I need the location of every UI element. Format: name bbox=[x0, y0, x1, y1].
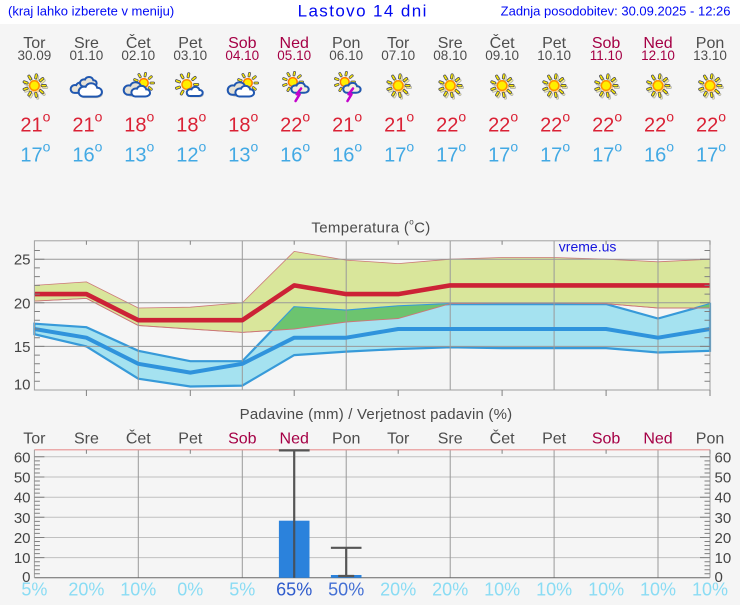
svg-text:Tor: Tor bbox=[387, 431, 410, 448]
svg-text:Pon: Pon bbox=[332, 431, 360, 448]
svg-text:vreme.us: vreme.us bbox=[559, 239, 617, 255]
svg-text:12.10: 12.10 bbox=[641, 48, 675, 63]
svg-text:05.10: 05.10 bbox=[277, 48, 311, 63]
svg-text:03.10: 03.10 bbox=[173, 48, 207, 63]
svg-text:30: 30 bbox=[715, 510, 732, 527]
svg-text:5%: 5% bbox=[229, 580, 255, 600]
svg-text:Padavine (mm) / Verjetnost pad: Padavine (mm) / Verjetnost padavin (%) bbox=[240, 406, 513, 423]
svg-text:0: 0 bbox=[22, 569, 30, 586]
svg-text:10.10: 10.10 bbox=[537, 48, 571, 63]
svg-text:Tor: Tor bbox=[23, 431, 46, 448]
svg-text:60: 60 bbox=[715, 449, 732, 466]
svg-text:13.10: 13.10 bbox=[693, 48, 727, 63]
svg-text:(kraj lahko izberete v meniju): (kraj lahko izberete v meniju) bbox=[8, 4, 174, 19]
svg-text:Pet: Pet bbox=[178, 35, 203, 52]
svg-text:Sre: Sre bbox=[438, 35, 463, 52]
svg-text:Pet: Pet bbox=[542, 431, 567, 448]
svg-text:60: 60 bbox=[14, 449, 31, 466]
svg-text:10: 10 bbox=[14, 550, 31, 567]
svg-text:Čet: Čet bbox=[490, 33, 515, 52]
svg-text:Pon: Pon bbox=[332, 35, 360, 52]
svg-text:Čet: Čet bbox=[126, 33, 151, 52]
svg-text:01.10: 01.10 bbox=[70, 48, 104, 63]
svg-text:Ned: Ned bbox=[280, 35, 309, 52]
svg-text:10%: 10% bbox=[120, 580, 156, 600]
svg-text:65%: 65% bbox=[276, 580, 312, 600]
svg-text:11.10: 11.10 bbox=[590, 48, 623, 63]
svg-text:Sre: Sre bbox=[74, 35, 99, 52]
svg-text:5%: 5% bbox=[21, 580, 47, 600]
svg-text:Pon: Pon bbox=[696, 431, 724, 448]
svg-text:15: 15 bbox=[14, 339, 31, 356]
svg-text:10%: 10% bbox=[640, 580, 676, 600]
svg-text:10: 10 bbox=[14, 377, 31, 394]
svg-text:Tor: Tor bbox=[387, 35, 410, 52]
svg-text:04.10: 04.10 bbox=[225, 48, 259, 63]
svg-text:Čet: Čet bbox=[126, 429, 151, 448]
svg-text:Pet: Pet bbox=[178, 431, 203, 448]
svg-text:Ned: Ned bbox=[643, 431, 672, 448]
svg-text:Sob: Sob bbox=[228, 431, 257, 448]
svg-text:20%: 20% bbox=[68, 580, 104, 600]
svg-text:Sre: Sre bbox=[438, 431, 463, 448]
svg-text:40: 40 bbox=[715, 490, 732, 507]
svg-text:Sob: Sob bbox=[228, 35, 257, 52]
svg-text:Lastovo 14 dni: Lastovo 14 dni bbox=[298, 1, 428, 20]
svg-text:10%: 10% bbox=[588, 580, 624, 600]
svg-text:Zadnja posodobitev: 30.09.2025: Zadnja posodobitev: 30.09.2025 - 12:26 bbox=[501, 4, 731, 19]
svg-text:10: 10 bbox=[715, 550, 732, 567]
svg-text:07.10: 07.10 bbox=[381, 48, 415, 63]
svg-text:10%: 10% bbox=[692, 580, 728, 600]
svg-text:Pet: Pet bbox=[542, 35, 567, 52]
svg-text:20: 20 bbox=[14, 295, 31, 312]
svg-text:50: 50 bbox=[14, 470, 31, 487]
svg-text:25: 25 bbox=[14, 252, 31, 269]
svg-text:20%: 20% bbox=[432, 580, 468, 600]
svg-text:02.10: 02.10 bbox=[121, 48, 155, 63]
svg-text:20: 20 bbox=[715, 530, 732, 547]
svg-text:50: 50 bbox=[715, 470, 732, 487]
svg-text:Sob: Sob bbox=[592, 35, 621, 52]
svg-text:09.10: 09.10 bbox=[485, 48, 519, 63]
svg-text:Tor: Tor bbox=[23, 35, 46, 52]
svg-text:0: 0 bbox=[715, 569, 723, 586]
svg-text:0%: 0% bbox=[177, 580, 203, 600]
svg-text:10%: 10% bbox=[536, 580, 572, 600]
svg-text:30.09: 30.09 bbox=[18, 48, 52, 63]
svg-text:Čet: Čet bbox=[490, 429, 515, 448]
svg-text:30: 30 bbox=[14, 510, 31, 527]
svg-text:08.10: 08.10 bbox=[433, 48, 467, 63]
svg-text:06.10: 06.10 bbox=[329, 48, 363, 63]
svg-text:20%: 20% bbox=[380, 580, 416, 600]
svg-text:Pon: Pon bbox=[696, 35, 724, 52]
svg-text:20: 20 bbox=[14, 530, 31, 547]
svg-text:Sob: Sob bbox=[592, 431, 621, 448]
svg-text:Ned: Ned bbox=[280, 431, 309, 448]
svg-text:Ned: Ned bbox=[643, 35, 672, 52]
svg-text:Temperatura (oC): Temperatura (oC) bbox=[311, 217, 430, 236]
svg-text:10%: 10% bbox=[484, 580, 520, 600]
svg-text:40: 40 bbox=[14, 490, 31, 507]
svg-text:50%: 50% bbox=[328, 580, 364, 600]
svg-text:Sre: Sre bbox=[74, 431, 99, 448]
